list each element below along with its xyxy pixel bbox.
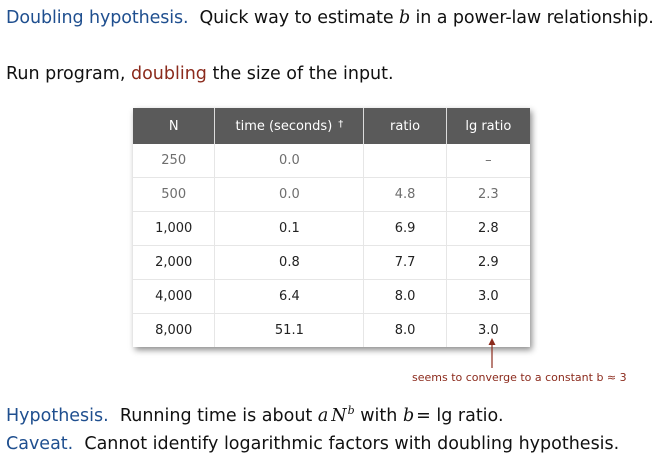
caveat-line: Caveat. Cannot identify logarithmic fact… xyxy=(6,434,619,454)
cell-time: 51.1 xyxy=(214,313,365,347)
caveat-text: Cannot identify logarithmic factors with… xyxy=(84,434,620,454)
cell-lg-ratio: 2.8 xyxy=(446,211,530,246)
table-row: 1,000 0.1 6.9 2.8 xyxy=(133,211,530,246)
caveat-term: Caveat. xyxy=(6,434,74,454)
header-time: time (seconds) † xyxy=(214,108,365,144)
cell-time: 0.8 xyxy=(214,245,365,280)
up-arrow-icon xyxy=(488,338,496,368)
heading-text-before: Quick way to estimate xyxy=(199,8,394,28)
intro-line: Run program, doubling the size of the in… xyxy=(6,64,394,84)
convergence-annotation: seems to converge to a constant b ≈ 3 xyxy=(412,371,627,384)
cell-ratio: 8.0 xyxy=(363,313,447,347)
cell-n: 4,000 xyxy=(133,279,216,314)
cell-time: 0.0 xyxy=(214,177,365,212)
cell-n: 500 xyxy=(133,177,216,212)
heading-term: Doubling hypothesis. xyxy=(6,8,189,28)
intro-before: Run program, xyxy=(6,64,126,84)
results-table-container: N time (seconds) † ratio lg ratio 250 0.0… xyxy=(133,108,530,347)
heading-variable: b xyxy=(398,8,411,28)
table-row: 2,000 0.8 7.7 2.9 xyxy=(133,245,530,280)
header-ratio: ratio xyxy=(363,108,447,144)
table-header-row: N time (seconds) † ratio lg ratio xyxy=(133,108,530,144)
cell-lg-ratio: 2.3 xyxy=(446,177,530,212)
cell-ratio: 6.9 xyxy=(363,211,447,246)
header-time-label: time (seconds) xyxy=(235,118,333,134)
hypothesis-n: N xyxy=(331,405,347,426)
cell-time: 0.1 xyxy=(214,211,365,246)
hypothesis-exponent: b xyxy=(347,404,355,417)
cell-lg-ratio: 3.0 xyxy=(446,313,530,347)
hypothesis-term: Hypothesis. xyxy=(6,405,109,426)
table-row: 4,000 6.4 8.0 3.0 xyxy=(133,279,530,314)
cell-n: 2,000 xyxy=(133,245,216,280)
cell-lg-ratio: 3.0 xyxy=(446,279,530,314)
cell-ratio: 4.8 xyxy=(363,177,447,212)
results-table: N time (seconds) † ratio lg ratio 250 0.0… xyxy=(133,108,530,347)
table-row: 8,000 51.1 8.0 3.0 xyxy=(133,313,530,347)
intro-after: the size of the input. xyxy=(212,64,394,84)
cell-time: 6.4 xyxy=(214,279,365,314)
header-time-footnote-mark: † xyxy=(338,118,344,130)
hypothesis-line: Hypothesis. Running time is about a Nb wi… xyxy=(6,404,504,426)
hypothesis-coef-a: a xyxy=(317,405,329,426)
hypothesis-before: Running time is about xyxy=(119,405,313,426)
cell-time: 0.0 xyxy=(214,144,365,178)
table-row: 500 0.0 4.8 2.3 xyxy=(133,177,530,212)
header-lg-ratio: lg ratio xyxy=(446,108,530,144)
cell-n: 1,000 xyxy=(133,211,216,246)
cell-ratio: 7.7 xyxy=(363,245,447,280)
hypothesis-with: with xyxy=(360,405,398,426)
cell-ratio: 8.0 xyxy=(363,279,447,314)
cell-n: 250 xyxy=(133,144,216,178)
cell-ratio xyxy=(363,144,447,178)
header-n: N xyxy=(133,108,216,144)
intro-highlight: doubling xyxy=(130,64,207,84)
heading-line: Doubling hypothesis. Quick way to estima… xyxy=(6,8,654,28)
cell-n: 8,000 xyxy=(133,313,216,347)
hypothesis-b: b xyxy=(402,405,415,426)
cell-lg-ratio: 2.9 xyxy=(446,245,530,280)
heading-text-after: in a power-law relationship. xyxy=(415,8,654,28)
cell-lg-ratio: – xyxy=(446,144,530,178)
hypothesis-equals: = lg ratio. xyxy=(416,405,504,426)
table-row: 250 0.0 – xyxy=(133,144,530,178)
